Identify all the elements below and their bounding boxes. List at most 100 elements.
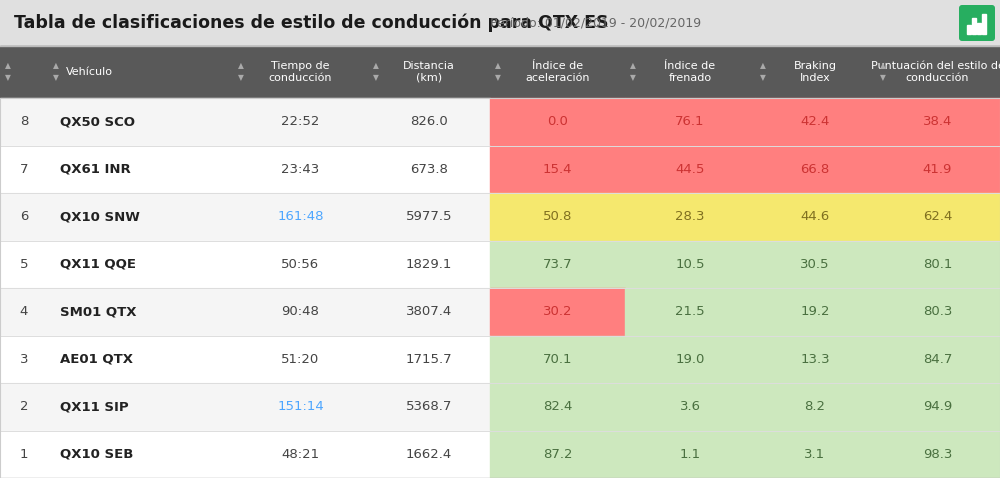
Bar [490,336,625,383]
Text: 62.4: 62.4 [923,210,952,223]
Bar [0,98,490,145]
Bar [875,431,1000,478]
Text: ▼: ▼ [53,74,59,83]
Text: ▲: ▲ [495,62,501,70]
Text: 161:48: 161:48 [277,210,324,223]
Text: ▼: ▼ [238,74,244,83]
Text: 80.1: 80.1 [923,258,952,271]
Text: 19.0: 19.0 [675,353,705,366]
Text: SM01 QTX: SM01 QTX [60,305,136,318]
Bar [0,193,490,240]
Text: 73.7: 73.7 [543,258,572,271]
Text: 22:52: 22:52 [281,115,320,128]
Text: ▼: ▼ [630,74,636,83]
Text: 82.4: 82.4 [543,400,572,413]
Text: 2: 2 [20,400,28,413]
Text: 1715.7: 1715.7 [406,353,452,366]
Text: ▼: ▼ [760,74,766,83]
Text: 19.2: 19.2 [800,305,830,318]
Bar [490,240,625,288]
Text: ▲: ▲ [5,62,11,70]
Text: 44.5: 44.5 [675,163,705,176]
Text: ▼: ▼ [5,74,11,83]
Bar [490,288,625,336]
Text: 50:56: 50:56 [281,258,320,271]
Bar [0,431,490,478]
Bar [625,431,755,478]
Text: ▲: ▲ [53,62,59,70]
Text: 1662.4: 1662.4 [406,448,452,461]
Text: 3807.4: 3807.4 [406,305,452,318]
Bar [625,336,755,383]
Bar [625,288,755,336]
Bar [625,98,755,145]
Text: 66.8: 66.8 [800,163,830,176]
Bar [490,383,625,431]
Text: 8.2: 8.2 [804,400,826,413]
Text: Índice de
frenado: Índice de frenado [664,61,716,83]
Text: Período: 01/02/2019 - 20/02/2019: Período: 01/02/2019 - 20/02/2019 [482,17,701,30]
Bar [755,240,875,288]
Text: Puntuación del estilo de
conducción: Puntuación del estilo de conducción [871,61,1000,83]
Text: 7: 7 [20,163,28,176]
Text: 1.1: 1.1 [679,448,701,461]
Text: 13.3: 13.3 [800,353,830,366]
Bar [755,431,875,478]
Bar [625,383,755,431]
Text: 4: 4 [20,305,28,318]
Bar [490,145,625,193]
Text: 48:21: 48:21 [281,448,320,461]
Text: 98.3: 98.3 [923,448,952,461]
Text: ▲: ▲ [760,62,766,70]
Text: Vehículo: Vehículo [66,67,113,77]
Bar [625,145,755,193]
Text: 23:43: 23:43 [281,163,320,176]
Bar [755,336,875,383]
Text: 0.0: 0.0 [547,115,568,128]
Text: ▲: ▲ [630,62,636,70]
FancyBboxPatch shape [959,5,995,41]
Bar [490,431,625,478]
Text: Índice de
aceleración: Índice de aceleración [525,61,590,83]
Text: 28.3: 28.3 [675,210,705,223]
Text: 50.8: 50.8 [543,210,572,223]
Text: QX10 SNW: QX10 SNW [60,210,140,223]
Text: Tabla de clasificaciones de estilo de conducción para QTX ES: Tabla de clasificaciones de estilo de co… [14,14,608,32]
Bar [0,288,490,336]
Text: 51:20: 51:20 [281,353,320,366]
Text: 8: 8 [20,115,28,128]
Text: 673.8: 673.8 [410,163,448,176]
Bar [875,98,1000,145]
Text: 21.5: 21.5 [675,305,705,318]
Bar [875,193,1000,240]
Bar [0,145,490,193]
Text: 10.5: 10.5 [675,258,705,271]
Text: 6: 6 [20,210,28,223]
Text: ▲: ▲ [373,62,379,70]
Bar [0,336,490,383]
Bar [982,14,986,34]
Text: 5368.7: 5368.7 [406,400,452,413]
Bar [0,240,490,288]
Text: 90:48: 90:48 [282,305,319,318]
Text: AE01 QTX: AE01 QTX [60,353,133,366]
Bar [967,25,971,34]
Bar [875,240,1000,288]
Text: QX50 SCO: QX50 SCO [60,115,135,128]
Text: 41.9: 41.9 [923,163,952,176]
Text: 42.4: 42.4 [800,115,830,128]
Text: 3: 3 [20,353,28,366]
Text: ▼: ▼ [495,74,501,83]
Text: 84.7: 84.7 [923,353,952,366]
Text: 3.1: 3.1 [804,448,826,461]
Bar [490,98,625,145]
Text: ▼: ▼ [373,74,379,83]
Bar [755,193,875,240]
Text: 94.9: 94.9 [923,400,952,413]
Bar [0,46,1000,98]
Text: 38.4: 38.4 [923,115,952,128]
Text: 44.6: 44.6 [800,210,830,223]
Text: 1829.1: 1829.1 [406,258,452,271]
Bar [875,288,1000,336]
Text: QX11 QQE: QX11 QQE [60,258,136,271]
